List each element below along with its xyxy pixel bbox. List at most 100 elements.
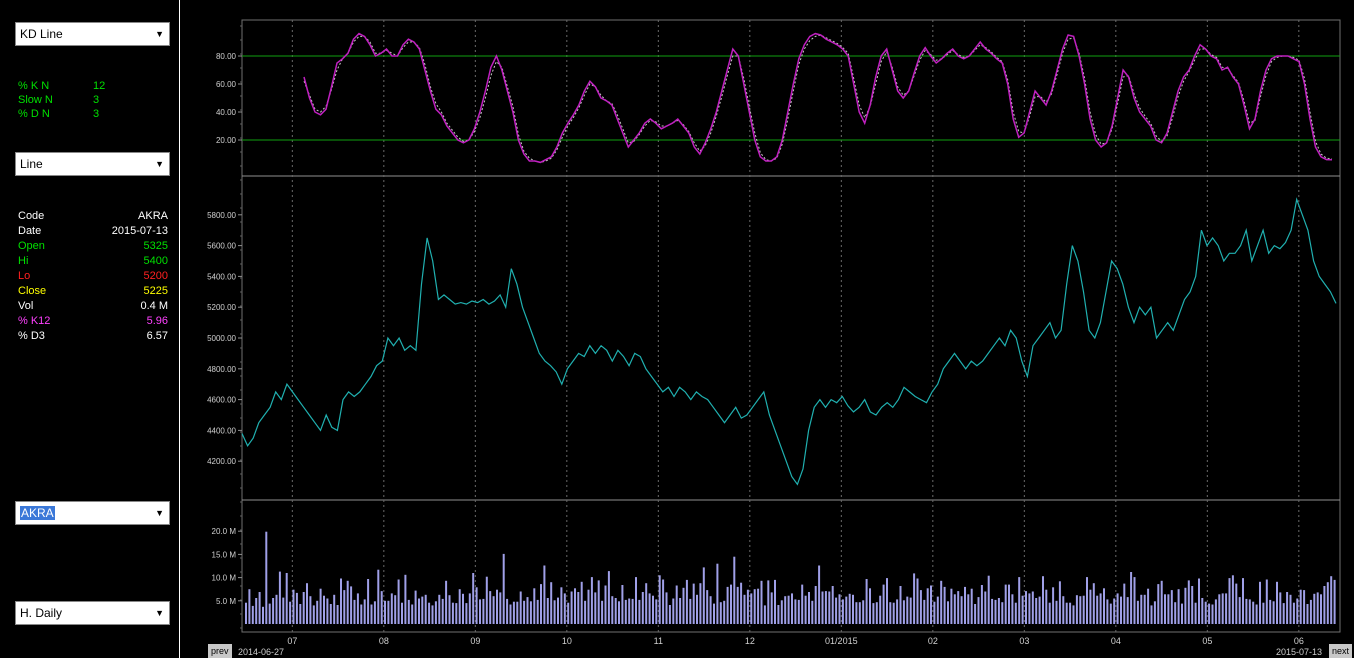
volume-bar [1092,583,1095,624]
volume-bar [509,604,512,624]
volume-bar [384,600,386,624]
volume-bar [964,586,966,624]
volume-bar [570,591,573,624]
volume-bar [1191,586,1194,624]
volume-bar [831,586,834,624]
volume-bar [1228,578,1231,624]
volume-bar [258,592,261,624]
volume-bar [597,580,600,624]
volume-bar [1035,598,1038,624]
volume-bar [421,596,424,624]
kd-d-line [303,34,1333,163]
volume-bar [404,574,407,624]
volume-bar [733,556,736,624]
volume-bar [1065,602,1068,624]
volume-bar [309,596,312,624]
stock-chart[interactable]: 07 08 09 10 11 12 01/2015 02 03 04 05 06 80.00 60.00 4… [180,0,1354,658]
volume-bar [1042,576,1044,624]
x-tick-label: 04 [1111,636,1121,646]
x-tick-label: 01/2015 [825,636,858,646]
volume-bar [1079,596,1082,624]
next-button[interactable]: next [1328,644,1352,658]
volume-bar [1255,604,1258,624]
symbol-select-value[interactable]: AKRA [20,506,55,520]
volume-bar [913,573,916,624]
y-tick-label: 4800.00 [207,365,236,374]
volume-bar [1140,594,1143,624]
volume-bar [533,588,536,624]
volume-bar [604,585,607,624]
volume-bar [272,598,275,624]
volume-bar [845,596,848,624]
volume-bar [987,575,990,624]
x-tick-label: 11 [654,636,663,646]
prev-button[interactable]: prev [208,644,232,658]
indicator-select[interactable]: KD Line ▼ [15,22,170,46]
volume-bar [1198,578,1200,624]
volume-bar [991,598,994,624]
info-row-lo: Lo 5200 [18,270,168,282]
volume-bar [1211,604,1214,624]
volume-bar [1225,593,1228,624]
volume-bar [652,595,654,624]
volume-bar [685,579,688,624]
volume-bar [821,591,824,624]
volume-bar [933,601,936,624]
volume-bar [387,600,390,624]
volume-bar [1075,595,1078,624]
volume-bar [485,576,488,624]
volume-bar [1069,602,1072,624]
volume-bar [879,595,882,624]
volume-bar [1045,589,1048,624]
volume-bar [797,599,800,624]
volume-bar [468,593,471,624]
volume-bar [550,582,553,624]
volume-bar [607,571,610,624]
volume-bar [1181,603,1183,624]
volume-bar [441,598,444,624]
volume-bar [1147,588,1150,624]
chart-type-select[interactable]: Line ▼ [15,152,170,176]
volume-bar [1259,581,1261,624]
sidebar: KD Line ▼ % K N 12 Slow N 3 % D N 3 Line… [0,0,179,658]
param-k-n: % K N 12 [18,80,106,92]
volume-bar [1004,584,1007,624]
volume-bar [506,598,509,624]
y-tick-label: 40.00 [216,108,237,117]
volume-bar [492,596,495,624]
volume-bar [401,602,403,624]
volume-bar [292,589,295,624]
volume-bar [529,601,532,624]
volume-bar [665,592,668,624]
period-select[interactable]: H. Daily ▼ [15,601,170,625]
plot-frame [241,19,1341,633]
volume-bar [1252,601,1255,624]
volume-bar [299,604,302,624]
y-tick-label: 5400.00 [207,272,236,281]
chart-area[interactable]: 07 08 09 10 11 12 01/2015 02 03 04 05 06 80.00 60.00 4… [180,0,1354,658]
volume-bar [1136,600,1139,624]
volume-bar [1221,593,1224,624]
volume-bar [811,600,814,624]
volume-bar [458,589,461,624]
volume-bar [289,601,292,624]
volume-bar [465,603,468,624]
volume-bar [1184,587,1187,624]
volume-bar [323,595,325,624]
symbol-select[interactable]: AKRA ▼ [15,501,170,525]
x-tick-label: 06 [1294,636,1304,646]
volume-bar [1296,598,1299,624]
volume-bar [906,596,909,624]
volume-bar [380,591,383,624]
volume-bar [730,584,732,624]
volume-bar [841,599,844,624]
volume-bar [1187,580,1190,624]
volume-bar [557,597,559,624]
volume-bar [1292,602,1295,624]
volume-bar [1133,577,1136,624]
volume-bar [295,592,298,624]
y-tick-label: 10.0 M [212,574,237,583]
volume-bar [997,598,1000,624]
volume-bar [1109,603,1112,624]
volume-bar [919,590,922,624]
